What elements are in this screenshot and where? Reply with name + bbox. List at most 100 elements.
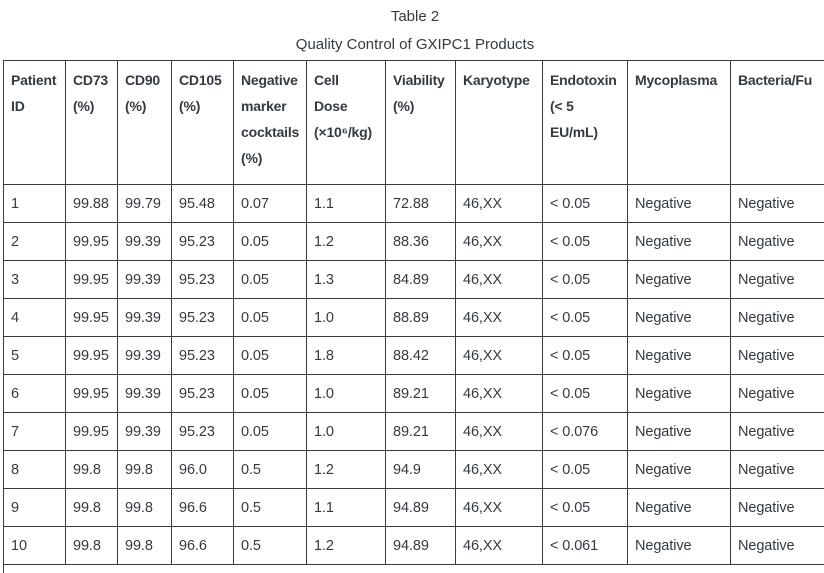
table-cell-bacteria-fungi: Negative: [730, 526, 824, 565]
table-cell-cell-dose: 1.2: [306, 222, 386, 261]
table-cell-cd90: 99.8: [117, 488, 172, 527]
table-cell-negative-marker-cocktails: 0.5: [233, 488, 307, 527]
table-cell-bacteria-fungi: Negative: [730, 374, 824, 413]
table-cell-patient-id: 6: [3, 374, 66, 413]
table-cell-viability: 89.21: [385, 412, 456, 451]
table-cell-cd73: 99.95: [65, 260, 118, 299]
table-cell-cd73: 99.95: [65, 298, 118, 337]
table-row: 2 99.95 99.39 95.23 0.05 1.2 88.36 46,XX < 0.05 N…: [3, 222, 824, 261]
table-cell-cd73: 99.8: [65, 526, 118, 565]
table-cell-bacteria-fungi: Negative: [730, 222, 824, 261]
table-cell-viability: 94.89: [385, 488, 456, 527]
table-cell-cd73: 99.88: [65, 184, 118, 223]
table-cell-patient-id: 3: [3, 260, 66, 299]
table-cell-bacteria-fungi: Negative: [730, 488, 824, 527]
table-cell-negative-marker-cocktails: 0.05: [233, 336, 307, 375]
table-cell-viability: 72.88: [385, 184, 456, 223]
table-header: Patient ID CD73 (%) CD90 (%) CD105 (%) Negat…: [3, 60, 824, 185]
table-cell-cd105: 95.23: [171, 336, 234, 375]
table-cell-patient-id: 4: [3, 298, 66, 337]
table-cell-mycoplasma: Negative: [627, 260, 731, 299]
table-cell-karyotype: 46,XX: [455, 222, 543, 261]
table-cell-cd90: 99.39: [117, 374, 172, 413]
table-cell-cd90: 99.8: [117, 450, 172, 489]
table-cell-patient-id: 2: [3, 222, 66, 261]
table-cell-endotoxin: < 0.05: [542, 336, 628, 375]
column-header-cd90: CD90 (%): [117, 60, 172, 185]
table-cell-cd90: 99.39: [117, 222, 172, 261]
table-cell-endotoxin: < 0.05: [542, 450, 628, 489]
table-cell-karyotype: 46,XX: [455, 184, 543, 223]
table-cell-endotoxin: < 0.061: [542, 526, 628, 565]
table-cell-patient-id: 10: [3, 526, 66, 565]
table-cell-negative-marker-cocktails: 0.07: [233, 184, 307, 223]
table-row: 5 99.95 99.39 95.23 0.05 1.8 88.42 46,XX < 0.05 N…: [3, 336, 824, 375]
table-cell-cd105: 95.23: [171, 374, 234, 413]
table-cell-cd73: 99.95: [65, 374, 118, 413]
table-body: 1 99.88 99.79 95.48 0.07 1.1 72.88 46,XX < 0.05 N…: [3, 184, 824, 573]
table-row-partial: [3, 564, 824, 573]
table-cell-cell-dose: 1.1: [306, 488, 386, 527]
table-cell-endotoxin: < 0.05: [542, 374, 628, 413]
table-cell-viability: 88.42: [385, 336, 456, 375]
table-cell-cd90: 99.39: [117, 336, 172, 375]
table-cell-mycoplasma: Negative: [627, 412, 731, 451]
table-cell-cell-dose: 1.0: [306, 374, 386, 413]
table-row: 10 99.8 99.8 96.6 0.5 1.2 94.89 46,XX < 0.061 Neg…: [3, 526, 824, 565]
table-cell-cd73: 99.95: [65, 336, 118, 375]
table-cell-negative-marker-cocktails: 0.05: [233, 260, 307, 299]
table-row: 4 99.95 99.39 95.23 0.05 1.0 88.89 46,XX < 0.05 N…: [3, 298, 824, 337]
table-cell-mycoplasma: Negative: [627, 526, 731, 565]
table-label: Table 2: [390, 8, 440, 25]
table-cell-mycoplasma: Negative: [627, 222, 731, 261]
table-cell-partial: [3, 564, 824, 573]
table-cell-cd105: 96.6: [171, 488, 234, 527]
table-cell-endotoxin: < 0.05: [542, 184, 628, 223]
table-row: 8 99.8 99.8 96.0 0.5 1.2 94.9 46,XX < 0.05 Negati…: [3, 450, 824, 489]
table-row: 3 99.95 99.39 95.23 0.05 1.3 84.89 46,XX < 0.05 N…: [3, 260, 824, 299]
header-row: Patient ID CD73 (%) CD90 (%) CD105 (%) Negat…: [3, 60, 824, 185]
table-cell-cd90: 99.39: [117, 260, 172, 299]
table-cell-negative-marker-cocktails: 0.05: [233, 412, 307, 451]
table-row: 6 99.95 99.39 95.23 0.05 1.0 89.21 46,XX < 0.05 N…: [3, 374, 824, 413]
table-row: 7 99.95 99.39 95.23 0.05 1.0 89.21 46,XX < 0.076…: [3, 412, 824, 451]
table-cell-cd105: 95.23: [171, 412, 234, 451]
table-cell-cell-dose: 1.0: [306, 298, 386, 337]
table-cell-cd105: 96.6: [171, 526, 234, 565]
table-cell-bacteria-fungi: Negative: [730, 298, 824, 337]
quality-control-table: Patient ID CD73 (%) CD90 (%) CD105 (%) Negat…: [3, 60, 824, 573]
table-cell-viability: 88.36: [385, 222, 456, 261]
table-cell-negative-marker-cocktails: 0.05: [233, 374, 307, 413]
table-cell-mycoplasma: Negative: [627, 298, 731, 337]
table-cell-patient-id: 1: [3, 184, 66, 223]
table-cell-cd105: 95.48: [171, 184, 234, 223]
column-header-cd73: CD73 (%): [65, 60, 118, 185]
table-cell-karyotype: 46,XX: [455, 336, 543, 375]
table-cell-bacteria-fungi: Negative: [730, 260, 824, 299]
table-cell-bacteria-fungi: Negative: [730, 336, 824, 375]
column-header-patient-id: Patient ID: [3, 60, 66, 185]
table-cell-cd73: 99.8: [65, 488, 118, 527]
table-cell-mycoplasma: Negative: [627, 450, 731, 489]
table-title: Quality Control of GXIPC1 Products: [295, 36, 535, 53]
table-cell-bacteria-fungi: Negative: [730, 184, 824, 223]
table-cell-bacteria-fungi: Negative: [730, 450, 824, 489]
table-cell-cell-dose: 1.2: [306, 526, 386, 565]
column-header-endotoxin: Endotoxin (< 5 EU/mL): [542, 60, 628, 185]
table-cell-viability: 89.21: [385, 374, 456, 413]
table-row: 1 99.88 99.79 95.48 0.07 1.1 72.88 46,XX < 0.05 N…: [3, 184, 824, 223]
table-cell-viability: 94.89: [385, 526, 456, 565]
column-header-negative-marker-cocktails: Negative marker cocktails (%): [233, 60, 307, 185]
table-cell-cd73: 99.95: [65, 222, 118, 261]
column-header-karyotype: Karyotype: [455, 60, 543, 185]
table-cell-negative-marker-cocktails: 0.05: [233, 222, 307, 261]
table-cell-patient-id: 8: [3, 450, 66, 489]
table-cell-negative-marker-cocktails: 0.05: [233, 298, 307, 337]
table-cell-cd73: 99.95: [65, 412, 118, 451]
column-header-cd105: CD105 (%): [171, 60, 234, 185]
table-cell-cd90: 99.8: [117, 526, 172, 565]
table-cell-viability: 94.9: [385, 450, 456, 489]
table-cell-mycoplasma: Negative: [627, 488, 731, 527]
table-cell-cd90: 99.39: [117, 412, 172, 451]
